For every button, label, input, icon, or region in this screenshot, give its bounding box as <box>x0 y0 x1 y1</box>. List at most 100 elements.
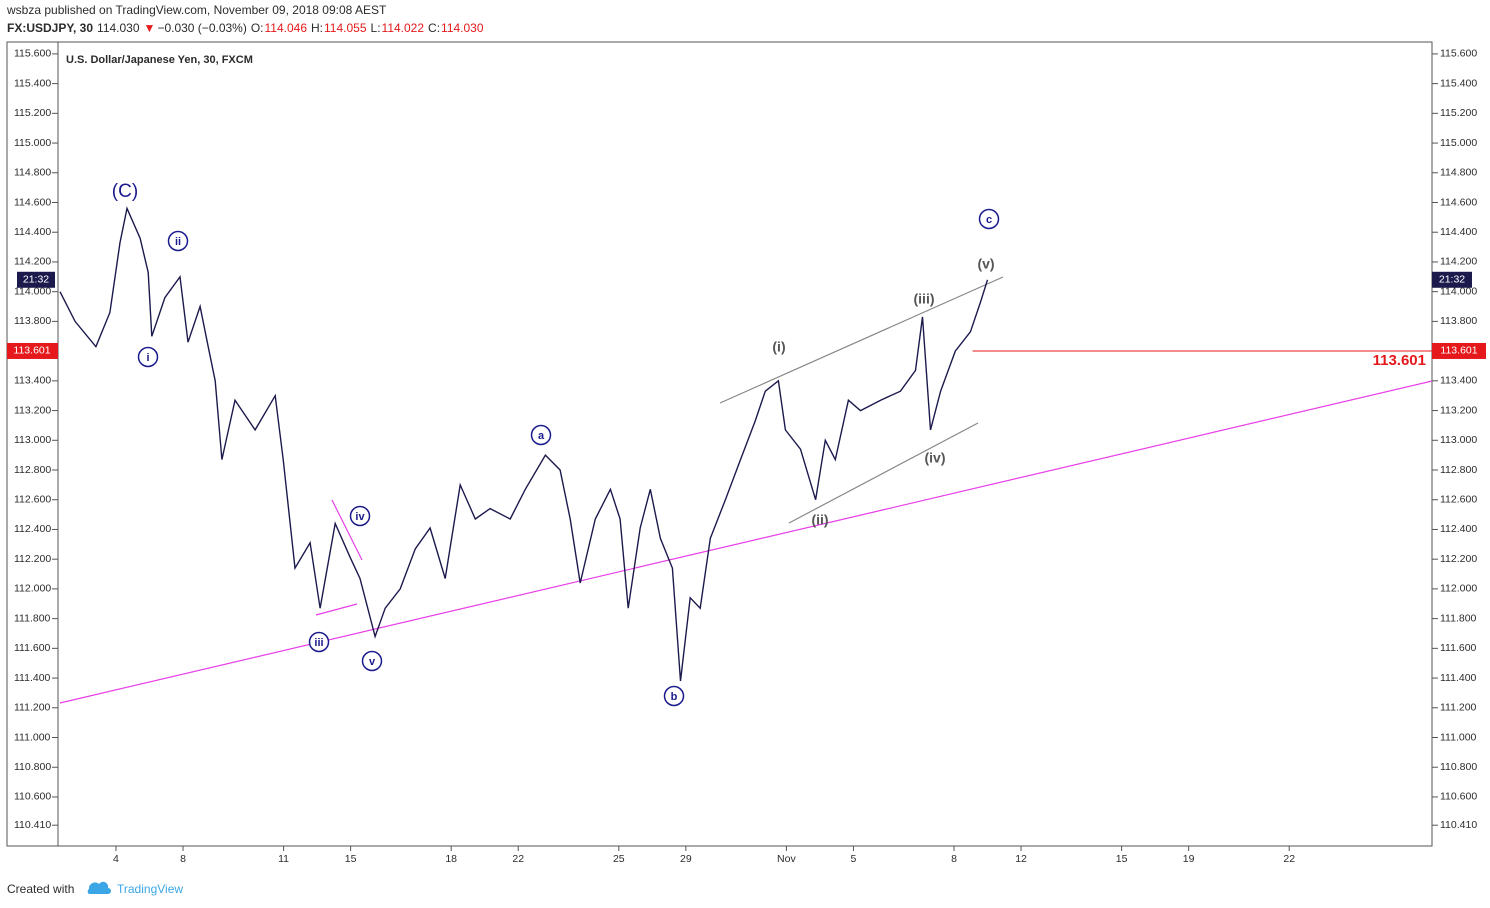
y-tick-label: 113.000 <box>14 434 51 446</box>
y-tick-label: 112.200 <box>14 553 51 565</box>
y-tick-label: 115.400 <box>1440 77 1477 89</box>
wave-label: (iii) <box>914 291 935 307</box>
y-tick-label: 111.400 <box>14 672 51 684</box>
footer-text: Created with <box>7 882 74 896</box>
price-badge-label: 113.601 <box>13 345 50 357</box>
channel-line <box>719 276 1004 404</box>
wave-circle <box>663 685 685 707</box>
x-tick-label: 11 <box>278 853 289 865</box>
y-tick-label: 113.200 <box>14 404 51 416</box>
y-tick-label: 113.800 <box>1440 315 1477 327</box>
y-tick-label: 110.410 <box>1440 819 1477 831</box>
x-tick-label: 5 <box>851 853 857 865</box>
x-tick-label: 15 <box>1116 853 1128 865</box>
y-tick-label: 114.200 <box>1440 256 1477 268</box>
countdown-badge <box>17 271 55 288</box>
y-tick-label: 112.400 <box>14 523 51 535</box>
y-tick-label: 114.200 <box>14 256 51 268</box>
x-tick-label: 8 <box>951 853 957 865</box>
wave-circle <box>349 505 371 527</box>
y-tick-label: 115.600 <box>14 48 51 60</box>
x-tick-label: Nov <box>777 853 796 865</box>
y-tick-label: 113.200 <box>1440 404 1477 416</box>
wave-label: v <box>369 656 376 668</box>
plot-frame <box>6 41 1433 847</box>
x-tick-label: 18 <box>445 853 457 865</box>
x-tick-label: 25 <box>613 853 625 865</box>
y-tick-label: 114.600 <box>14 196 51 208</box>
header-text: H: <box>311 21 323 35</box>
wave-circle <box>167 230 189 252</box>
wave-label: (ii) <box>811 512 828 528</box>
y-tick-label: 113.800 <box>14 315 51 327</box>
y-tick-label: 111.600 <box>14 642 51 654</box>
y-tick-label: 115.200 <box>1440 107 1477 119</box>
x-tick-label: 8 <box>180 853 186 865</box>
y-tick-label: 111.800 <box>14 612 51 624</box>
header-text: 114.030 <box>441 21 484 35</box>
header-text: 114.055 <box>324 21 367 35</box>
x-tick-label: 29 <box>680 853 692 865</box>
wave-label: a <box>538 430 545 442</box>
header-text: C: <box>428 21 440 35</box>
wave-circle <box>978 208 1000 230</box>
y-tick-label: 114.600 <box>1440 196 1477 208</box>
wave-label: iv <box>355 511 365 523</box>
wave-label: b <box>671 691 678 703</box>
wave-circle <box>137 346 159 368</box>
y-tick-label: 111.000 <box>1440 731 1477 743</box>
price-line-series <box>59 206 989 682</box>
y-tick-label: 110.600 <box>1440 791 1477 803</box>
wave-label: i <box>146 352 149 364</box>
x-tick-label: 22 <box>1283 853 1295 865</box>
y-tick-label: 112.800 <box>14 464 51 476</box>
y-tick-label: 114.800 <box>14 167 51 179</box>
y-tick-label: 115.000 <box>14 137 51 149</box>
x-tick-label: 12 <box>1015 853 1027 865</box>
price-badge <box>1432 342 1486 359</box>
wave-label: (C) <box>112 181 138 202</box>
countdown: 21:32 <box>23 274 49 286</box>
y-tick-label: 113.400 <box>1440 375 1477 387</box>
trendline <box>315 603 358 616</box>
y-tick-label: 115.400 <box>14 77 51 89</box>
wave-label: (v) <box>977 256 994 272</box>
price-line-label: 113.601 <box>1373 352 1426 369</box>
logo <box>87 881 111 894</box>
wave-label: c <box>986 214 992 226</box>
wave-label: (i) <box>772 339 785 355</box>
header-text: 114.022 <box>382 21 425 35</box>
y-tick-label: 113.400 <box>14 375 51 387</box>
footer-brand: TradingView <box>117 882 183 896</box>
y-tick-label: 112.400 <box>1440 523 1477 535</box>
x-tick-label: 4 <box>113 853 119 865</box>
y-tick-label: 114.400 <box>1440 226 1477 238</box>
countdown: 21:32 <box>1439 274 1465 286</box>
header-text: L: <box>371 21 381 35</box>
y-tick-label: 110.800 <box>14 761 51 773</box>
header-text: ▼ <box>144 21 156 35</box>
y-tick-label: 111.200 <box>14 702 51 714</box>
y-tick-label: 110.410 <box>14 819 51 831</box>
x-tick-label: 15 <box>345 853 357 865</box>
y-tick-label: 111.200 <box>1440 702 1477 714</box>
y-tick-label: 111.600 <box>1440 642 1477 654</box>
y-tick-label: 114.000 <box>14 285 51 297</box>
y-tick-label: 112.600 <box>1440 494 1477 506</box>
chart-title: U.S. Dollar/Japanese Yen, 30, FXCM <box>66 54 253 66</box>
y-tick-label: 113.000 <box>1440 434 1477 446</box>
y-tick-label: 115.600 <box>1440 48 1477 60</box>
wave-label: iii <box>314 637 323 649</box>
countdown-badge <box>1432 271 1472 288</box>
y-tick-label: 112.800 <box>1440 464 1477 476</box>
y-tick-label: 115.200 <box>14 107 51 119</box>
header-text: O: <box>251 21 264 35</box>
y-tick-label: 111.000 <box>14 731 51 743</box>
price-badge <box>7 342 58 359</box>
trendline <box>331 499 363 561</box>
channel-line <box>788 422 979 524</box>
price-badge-label: 113.601 <box>1440 345 1477 357</box>
wave-circle <box>308 631 330 653</box>
y-tick-label: 112.600 <box>14 494 51 506</box>
